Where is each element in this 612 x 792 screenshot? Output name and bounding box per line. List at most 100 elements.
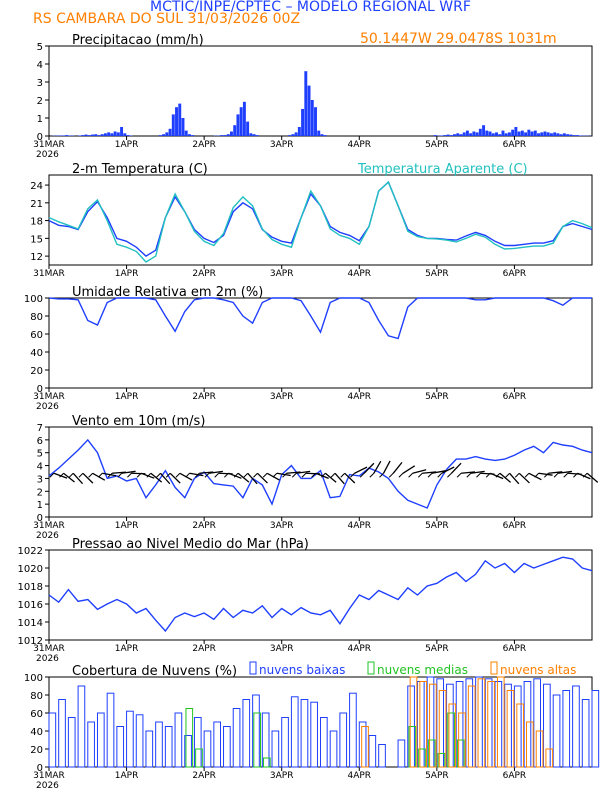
wind-barb xyxy=(334,472,345,485)
wind-barb-head xyxy=(563,472,569,478)
panel-frame-2 xyxy=(48,297,593,389)
wind-barb-head xyxy=(107,472,113,478)
day-label-3: 3APR xyxy=(270,521,294,531)
cloud-bar-0 xyxy=(339,712,348,768)
wind-barb-head xyxy=(476,472,481,478)
cloud-bar-2 xyxy=(361,726,369,768)
precip-bar xyxy=(123,133,127,136)
panel-title-2: Umidade Relativa em 2m (%) xyxy=(72,285,263,300)
precip-bar xyxy=(103,133,107,136)
day-label-2: 31MAR xyxy=(33,392,65,402)
cloud-bar-2 xyxy=(438,690,447,768)
precip-bar xyxy=(78,135,82,136)
wind-barb xyxy=(470,470,485,474)
wind-barb-head xyxy=(330,472,336,478)
cloud-bar-1 xyxy=(195,748,203,768)
precip-bar xyxy=(84,134,88,136)
series-line-1-0 xyxy=(48,180,593,257)
precip-bar xyxy=(469,133,473,136)
legend-swatch-1 xyxy=(367,661,375,675)
wind-barb xyxy=(237,472,250,483)
precip-bar xyxy=(87,135,91,136)
day-label-0: 31MAR xyxy=(33,140,65,150)
cloud-bar-0 xyxy=(533,678,541,768)
wind-barb xyxy=(53,472,68,479)
cloud-bar-0 xyxy=(329,730,338,768)
panel-title-4: Pressao ao Nivel Medio do Mar (hPa) xyxy=(72,537,309,552)
cloud-bar-0 xyxy=(300,699,309,768)
precip-bar xyxy=(294,132,298,136)
precip-bar xyxy=(488,131,492,136)
precip-bar xyxy=(223,135,227,136)
day-label-1: 31MAR xyxy=(33,269,65,279)
cloud-bar-2 xyxy=(467,685,476,768)
wind-barb xyxy=(72,472,84,485)
precip-bar xyxy=(187,134,191,136)
wind-barb-head xyxy=(204,472,210,478)
precip-bar xyxy=(317,130,321,136)
cloud-bar-0 xyxy=(155,721,163,768)
wind-barb-head xyxy=(359,472,365,478)
year-label-5: 2026 xyxy=(36,781,59,791)
wind-barb xyxy=(82,472,94,484)
precip-bar xyxy=(537,133,540,136)
day-label-5: 31MAR xyxy=(33,771,65,781)
precip-bar xyxy=(68,135,72,136)
cloud-bar-0 xyxy=(513,685,522,768)
wind-barb-head xyxy=(544,472,549,478)
year-label-4: 2026 xyxy=(36,654,59,664)
precip-bar xyxy=(566,134,570,136)
cloud-bar-2 xyxy=(506,690,515,768)
wind-barb xyxy=(199,471,214,474)
day-label-3: 2APR xyxy=(192,521,216,531)
day-label-0: 6APR xyxy=(503,140,527,150)
cloud-bar-0 xyxy=(572,685,580,768)
wind-barb-head xyxy=(495,472,501,478)
cloud-bar-0 xyxy=(378,744,386,768)
cloud-bar-0 xyxy=(106,692,115,768)
precip-bar xyxy=(475,132,479,136)
precip-bar xyxy=(472,131,476,136)
precip-bar xyxy=(297,127,301,136)
panel-frame-3 xyxy=(48,426,593,518)
precip-bar xyxy=(569,134,573,136)
wind-barb-head xyxy=(49,472,55,478)
wind-barb xyxy=(586,472,599,483)
cloud-bar-0 xyxy=(504,683,512,768)
precip-bar xyxy=(242,101,246,136)
wind-barb-head xyxy=(156,472,161,478)
day-label-3: 1APR xyxy=(115,521,139,531)
cloud-bar-0 xyxy=(223,726,231,768)
precip-bar xyxy=(291,134,295,136)
cloud-bar-0 xyxy=(475,676,483,768)
precip-bar xyxy=(546,132,550,136)
wind-barb xyxy=(286,471,301,474)
y-tick-label-3: 7 xyxy=(37,423,43,434)
wind-barb xyxy=(422,471,437,474)
wind-barb-head xyxy=(291,472,297,478)
wind-barb-head xyxy=(272,472,278,478)
day-label-0: 5APR xyxy=(425,140,449,150)
legend-label-0: nuvens baixas xyxy=(259,663,345,677)
y-tick-label-3: 5 xyxy=(37,449,43,460)
precip-bar xyxy=(446,134,450,136)
y-tick-label-3: 2 xyxy=(37,487,43,498)
cloud-bar-0 xyxy=(213,721,222,768)
day-label-5: 6APR xyxy=(503,771,527,781)
wind-barb xyxy=(150,472,163,483)
cloud-bar-0 xyxy=(174,712,183,768)
precip-bar xyxy=(485,130,489,136)
day-label-1: 1APR xyxy=(115,269,139,279)
y-tick-label-4: 1020 xyxy=(18,564,43,575)
wind-barb xyxy=(160,472,171,485)
y-tick-label-0: 0 xyxy=(37,132,43,143)
cloud-bar-0 xyxy=(242,699,251,768)
precip-bar xyxy=(527,129,531,136)
wind-barb-head xyxy=(117,472,123,478)
cloud-bar-1 xyxy=(263,757,271,768)
day-label-2: 1APR xyxy=(115,392,139,402)
precip-bar xyxy=(507,132,511,136)
wind-barb-head xyxy=(282,472,287,478)
wind-barb-head xyxy=(417,472,423,478)
wind-barb-head xyxy=(466,472,472,478)
